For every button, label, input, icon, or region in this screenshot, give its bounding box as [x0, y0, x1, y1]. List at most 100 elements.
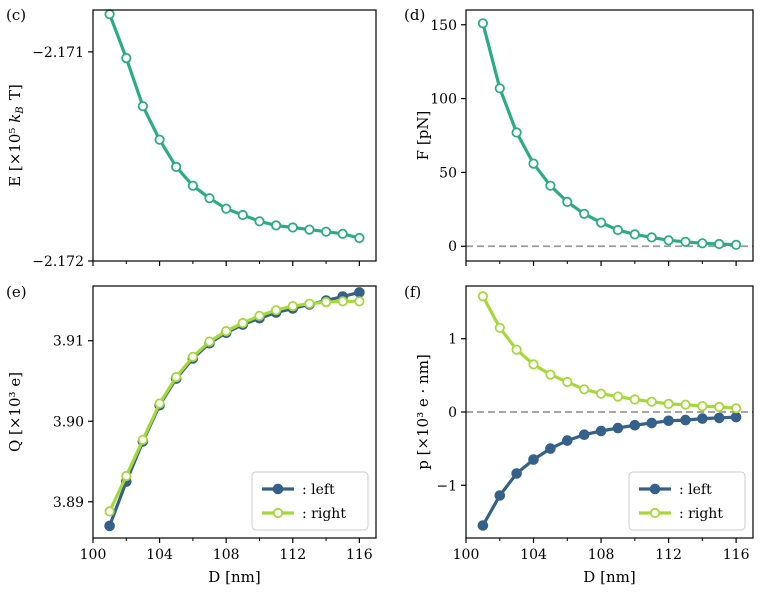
data-point [680, 236, 691, 247]
data-point [511, 468, 522, 479]
legend-marker [272, 507, 284, 519]
data-point [730, 403, 742, 414]
data-point [612, 391, 624, 402]
data-point [494, 83, 505, 94]
data-point [204, 336, 215, 347]
x-axis-label: D [nm] [208, 568, 260, 586]
data-point [270, 220, 282, 231]
data-point [713, 412, 725, 424]
data-point [562, 196, 573, 207]
data-point [104, 520, 115, 532]
y-tick-label: 3.90 [53, 414, 84, 430]
data-point [629, 229, 640, 240]
data-point [337, 296, 348, 307]
x-tick-label: 100 [453, 547, 480, 563]
data-point [595, 425, 607, 437]
data-point [104, 506, 115, 517]
data-point [354, 287, 365, 298]
data-point [663, 415, 674, 427]
data-point [320, 296, 332, 308]
legend: : left : right [251, 471, 369, 531]
y-tick-label: 0 [448, 239, 457, 255]
data-point [121, 470, 132, 482]
data-point [494, 490, 506, 501]
legend-label: : left [679, 482, 712, 498]
y-tick-label: 3.89 [53, 495, 84, 511]
data-point [511, 127, 522, 138]
y-axis-label: p [×10³ e · nm] [414, 354, 432, 470]
data-point [254, 216, 265, 227]
legend-label: : right [302, 506, 346, 522]
series-line-2 [108, 299, 360, 513]
data-point [137, 434, 148, 445]
data-point [477, 520, 489, 531]
data-point [579, 208, 590, 219]
panel-c: −2.172 −2.171 (c) E [×10⁵ kB T] [6, 6, 377, 270]
y-tick-label: 1 [448, 332, 457, 348]
y-tick-label: 50 [439, 165, 457, 181]
data-point [714, 238, 725, 250]
data-point [528, 359, 539, 370]
data-point [612, 422, 624, 434]
x-tick-label: 104 [520, 547, 547, 563]
y-tick-label: 0 [448, 405, 457, 421]
data-point [154, 398, 165, 409]
y-axis-label: Q [×10³ e] [6, 372, 24, 452]
plot-frame [465, 9, 754, 262]
legend-marker [272, 483, 284, 495]
data-point [354, 296, 365, 307]
data-point [697, 238, 708, 249]
data-point [697, 413, 708, 424]
data-point [187, 180, 198, 191]
data-point [579, 384, 590, 395]
data-point [528, 454, 539, 465]
data-point [730, 239, 742, 250]
data-point [663, 235, 674, 246]
plot-frame [92, 285, 377, 539]
panel-label: (e) [6, 283, 27, 301]
data-point [697, 400, 708, 412]
data-point [287, 300, 298, 312]
legend-label: : right [679, 506, 723, 522]
x-tick-label: 100 [80, 547, 107, 563]
data-point [254, 310, 265, 321]
y-tick-label: −1 [436, 478, 457, 494]
data-point [511, 344, 522, 355]
data-point [304, 298, 315, 309]
data-point [287, 222, 298, 233]
y-axis-label: F [pN] [414, 111, 432, 161]
data-point [730, 411, 742, 423]
series-line-1 [481, 22, 737, 247]
data-point [304, 224, 315, 235]
x-tick-label: 104 [146, 547, 173, 563]
data-point [137, 101, 148, 112]
data-point [680, 414, 691, 426]
x-tick-label: 108 [213, 547, 240, 563]
x-tick-label: 116 [723, 547, 750, 563]
data-point [477, 18, 488, 29]
panel-label: (d) [404, 6, 425, 24]
series-line-1 [108, 13, 360, 240]
data-point [221, 203, 232, 214]
data-point [337, 228, 348, 239]
data-point [562, 376, 573, 388]
panel-f: 100 104 108 112 116 −1 0 1 (f) p [×10³ e · nm] D [… [404, 283, 754, 586]
legend: : left : right [628, 471, 746, 531]
y-tick-label: −2.172 [32, 254, 84, 270]
legend-label: : left [302, 482, 335, 498]
x-tick-label: 116 [346, 547, 373, 563]
plot-frame [92, 9, 377, 262]
data-point [578, 429, 590, 441]
data-point [528, 158, 539, 169]
data-point [545, 369, 556, 380]
data-point [646, 417, 658, 429]
y-tick-label: 100 [430, 92, 457, 108]
data-point [354, 232, 365, 244]
panel-e: 100 104 108 112 116 3.89 3.90 3.91 (e) Q [×10³ e]… [6, 283, 377, 586]
data-point [562, 435, 573, 446]
x-tick-label: 108 [588, 547, 615, 563]
data-point [680, 399, 691, 410]
legend-marker [649, 483, 661, 495]
y-tick-label: 3.91 [53, 334, 84, 350]
